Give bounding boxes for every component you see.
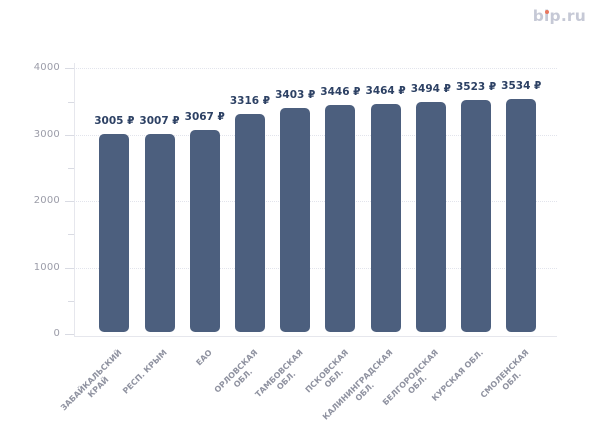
bar: [189, 130, 220, 332]
bip-ru-logo: bip.ru: [533, 8, 586, 25]
y-axis-minor-tick: [68, 101, 74, 103]
y-axis-tick: [65, 267, 74, 269]
y-axis-tick-label: 0: [53, 328, 60, 339]
bar: [234, 113, 265, 332]
bar: [280, 108, 311, 332]
bar: [370, 103, 401, 332]
bar: [325, 105, 356, 332]
logo-i-dot: [544, 9, 550, 14]
bar-value-label: 3534 ₽: [501, 80, 542, 93]
x-axis-label-line: ЗАБАЙКАЛЬСКИЙ: [59, 348, 124, 413]
bar: [415, 101, 446, 332]
bar: [99, 134, 130, 332]
x-axis-label-line: РЕСП. КРЫМ: [121, 348, 169, 396]
y-axis-tick: [65, 334, 74, 335]
y-gridline: [74, 68, 557, 70]
bar-value-label: 3446 ₽: [320, 86, 361, 99]
y-axis-line: [74, 63, 75, 336]
x-axis-label: ЕАО: [195, 348, 215, 368]
y-gridline: [74, 201, 557, 203]
bar-value-label: 3403 ₽: [275, 89, 316, 102]
x-axis-label: РЕСП. КРЫМ: [121, 348, 169, 396]
y-axis-tick: [65, 134, 74, 136]
bar: [506, 99, 537, 332]
bar: [144, 134, 175, 332]
bar-value-label: 3464 ₽: [365, 84, 406, 97]
x-axis-label: ЗАБАЙКАЛЬСКИЙ КРАЙ: [59, 348, 131, 420]
bar-value-label: 3316 ₽: [229, 94, 271, 107]
y-axis-minor-tick: [68, 300, 74, 302]
y-axis-tick-label: 1000: [33, 261, 60, 273]
y-gridline: [74, 267, 557, 269]
y-axis-tick-label: 3000: [33, 128, 60, 140]
y-axis-tick-label: 4000: [33, 62, 60, 74]
bar: [461, 100, 492, 332]
y-axis-tick: [65, 68, 74, 70]
y-axis-minor-tick: [68, 234, 74, 236]
x-axis-label: СМОЛЕНСКАЯ ОБЛ.: [479, 348, 539, 408]
y-gridline: [74, 134, 557, 136]
bar-value-label: 3067 ₽: [184, 111, 225, 124]
y-axis-tick-label: 2000: [33, 195, 60, 207]
y-axis-tick: [65, 201, 74, 203]
bar-value-label: 3523 ₽: [455, 81, 497, 94]
y-axis-minor-tick: [68, 168, 74, 169]
bar-value-label: 3005 ₽: [94, 115, 135, 128]
x-axis-line: [74, 336, 557, 337]
bar-value-label: 3494 ₽: [410, 82, 451, 95]
x-axis-label-line: ЕАО: [194, 348, 215, 368]
bar-value-label: 3007 ₽: [139, 115, 180, 128]
